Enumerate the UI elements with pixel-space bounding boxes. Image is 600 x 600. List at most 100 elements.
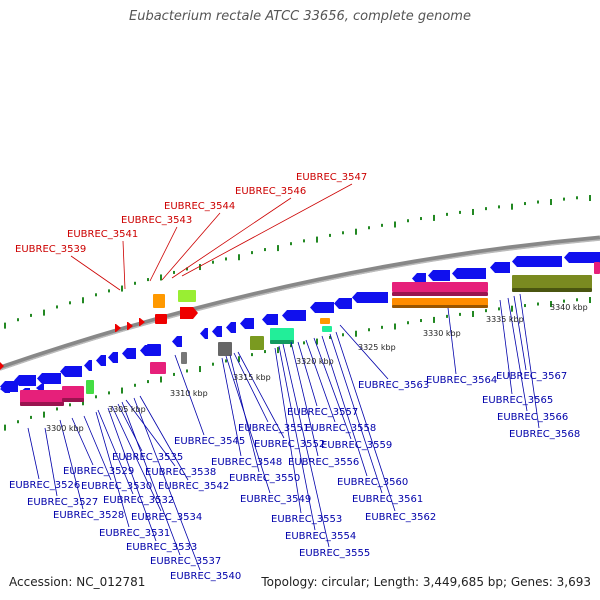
reverse-gene-label: EUBREC_3564 xyxy=(426,375,497,386)
reverse-gene-label: EUBREC_3556 xyxy=(288,457,359,468)
leader-line xyxy=(70,255,121,291)
forward-gene-label: EUBREC_3543 xyxy=(121,215,192,226)
tick-mark-inner xyxy=(420,319,422,323)
tick-mark-inner xyxy=(82,399,84,406)
reverse-gene-label: EUBREC_3527 xyxy=(27,497,98,508)
reverse-gene-label: EUBREC_3565 xyxy=(482,395,553,406)
tick-mark-outer xyxy=(173,270,175,274)
tick-mark-inner xyxy=(537,302,539,306)
leader-line xyxy=(171,197,292,279)
reverse-gene-label: EUBREC_3550 xyxy=(229,473,300,484)
tick-mark-outer xyxy=(251,251,253,255)
gene-block-orange xyxy=(320,318,330,324)
tick-mark-outer xyxy=(485,207,487,211)
genome-backbone xyxy=(0,235,600,371)
reverse-gene-arrow xyxy=(14,375,36,386)
reverse-gene-label: EUBREC_3561 xyxy=(352,494,423,505)
reverse-gene-label: EUBREC_3538 xyxy=(145,467,216,478)
reverse-gene-arrow xyxy=(412,273,426,284)
forward-gene-arrow xyxy=(0,362,4,370)
tick-mark-inner xyxy=(108,391,110,395)
leader-line xyxy=(225,355,271,494)
kbp-tick-label: 3335 kbp xyxy=(486,315,524,324)
tick-mark-inner xyxy=(69,403,71,407)
leader-line xyxy=(107,407,157,542)
tick-mark-outer xyxy=(459,210,461,214)
kbp-tick-label: 3310 kbp xyxy=(170,389,208,398)
reverse-gene-label: EUBREC_3526 xyxy=(9,480,80,491)
tick-mark-outer xyxy=(407,219,409,223)
forward-gene-label: EUBREC_3541 xyxy=(67,229,138,240)
reverse-gene-label: EUBREC_3558 xyxy=(305,423,376,434)
reverse-gene-label: EUBREC_3548 xyxy=(211,457,282,468)
reverse-gene-label: EUBREC_3542 xyxy=(158,481,229,492)
tick-mark-inner xyxy=(498,307,500,311)
kbp-tick-label: 3300 kbp xyxy=(46,424,84,433)
accession-text: Accession: NC_012781 xyxy=(9,575,146,589)
reverse-gene-arrow xyxy=(310,302,334,313)
tick-mark-outer xyxy=(69,301,71,305)
reverse-gene-label: EUBREC_3540 xyxy=(170,571,241,582)
gene-block-shadow xyxy=(20,402,64,406)
tick-mark-outer xyxy=(316,236,318,243)
tick-mark-outer xyxy=(381,223,383,227)
leader-line xyxy=(121,401,181,556)
tick-mark-outer xyxy=(368,226,370,230)
tick-mark-inner xyxy=(173,372,175,376)
gene-block-magenta xyxy=(392,282,488,292)
tick-mark-inner xyxy=(30,415,32,419)
reverse-gene-label: EUBREC_3567 xyxy=(496,371,567,382)
leader-line xyxy=(278,345,316,531)
tick-mark-outer xyxy=(264,248,266,252)
forward-gene-label: EUBREC_3547 xyxy=(296,172,367,183)
reverse-gene-arrow xyxy=(282,310,306,321)
reverse-gene-block xyxy=(147,344,161,356)
tick-mark-inner xyxy=(264,350,266,354)
reverse-gene-label: EUBREC_3552 xyxy=(254,439,325,450)
gene-block-shadow xyxy=(392,305,488,308)
reverse-gene-label: EUBREC_3553 xyxy=(271,514,342,525)
reverse-gene-label: EUBREC_3549 xyxy=(240,494,311,505)
reverse-gene-arrow xyxy=(0,385,10,393)
leader-line xyxy=(329,333,383,494)
tick-mark-outer xyxy=(121,285,123,292)
leader-line xyxy=(499,299,513,395)
reverse-gene-label: EUBREC_3530 xyxy=(81,481,152,492)
forward-gene-arrow xyxy=(127,322,133,330)
tick-mark-outer xyxy=(160,274,162,281)
tick-mark-inner xyxy=(43,411,45,418)
leader-line xyxy=(321,335,368,477)
reverse-gene-label: EUBREC_3555 xyxy=(299,548,370,559)
tick-mark-outer xyxy=(82,297,84,304)
tick-mark-inner xyxy=(563,299,565,303)
tick-mark-outer xyxy=(225,257,227,261)
tick-mark-inner xyxy=(4,424,6,431)
leader-line xyxy=(233,352,269,423)
leader-line xyxy=(507,297,528,412)
tick-mark-outer xyxy=(238,254,240,261)
reverse-gene-label: EUBREC_3554 xyxy=(285,531,356,542)
reverse-gene-label: EUBREC_3534 xyxy=(131,512,202,523)
tick-mark-outer xyxy=(290,242,292,246)
reverse-gene-arrow xyxy=(122,348,136,359)
tick-mark-outer xyxy=(537,200,539,204)
reverse-gene-arrow xyxy=(428,270,450,281)
reverse-gene-label: EUBREC_3563 xyxy=(358,380,429,391)
tick-mark-outer xyxy=(186,267,188,271)
tick-mark-inner xyxy=(147,380,149,384)
leader-line xyxy=(229,354,260,473)
reverse-gene-label: EUBREC_3568 xyxy=(509,429,580,440)
tick-mark-outer xyxy=(199,264,201,271)
leader-line xyxy=(59,419,84,510)
tick-mark-outer xyxy=(4,322,6,329)
tick-mark-inner xyxy=(303,341,305,345)
tick-mark-outer xyxy=(524,202,526,206)
leader-line xyxy=(274,347,302,514)
leader-line xyxy=(71,417,94,466)
gene-block-orange xyxy=(392,298,488,306)
leader-line xyxy=(44,427,58,497)
tick-mark-outer xyxy=(550,199,552,206)
tick-mark-outer xyxy=(212,260,214,264)
leader-line xyxy=(133,397,201,571)
tick-mark-inner xyxy=(134,383,136,387)
